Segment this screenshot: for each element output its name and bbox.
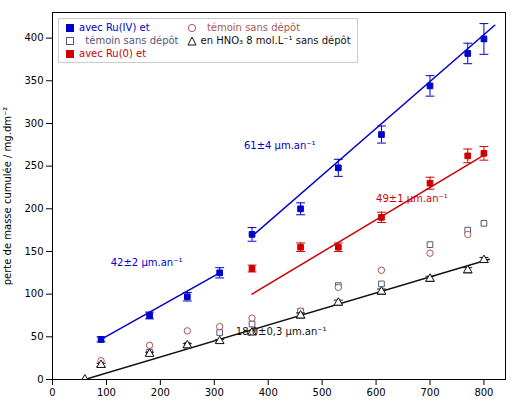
svg-text:18,0±0,3 μm.an⁻¹: 18,0±0,3 μm.an⁻¹	[236, 326, 327, 337]
svg-text:49±1 μm.an⁻¹: 49±1 μm.an⁻¹	[376, 193, 448, 204]
svg-text:0: 0	[49, 387, 55, 398]
svg-text:100: 100	[24, 288, 43, 299]
svg-text:perte de masse cumulée / mg.dm: perte de masse cumulée / mg.dm⁻²	[2, 107, 13, 286]
svg-text:0: 0	[37, 374, 43, 385]
svg-text:50: 50	[31, 331, 44, 342]
svg-text:100: 100	[97, 387, 116, 398]
svg-text:800: 800	[474, 387, 493, 398]
svg-text:42±2 μm.an⁻¹: 42±2 μm.an⁻¹	[111, 257, 183, 268]
svg-text:200: 200	[151, 387, 170, 398]
svg-text:500: 500	[313, 387, 332, 398]
svg-text:61±4 μm.an⁻¹: 61±4 μm.an⁻¹	[244, 140, 316, 151]
svg-text:350: 350	[24, 75, 43, 86]
svg-text:700: 700	[420, 387, 439, 398]
svg-text:300: 300	[205, 387, 224, 398]
html-text:témoin sans dépôt: témoin sans dépôt	[79, 35, 179, 46]
html-text:témoin sans dépôt: témoin sans dépôt	[200, 22, 301, 33]
svg-text:300: 300	[24, 118, 43, 129]
svg-text:250: 250	[24, 160, 43, 171]
svg-text:150: 150	[24, 246, 43, 257]
svg-text:200: 200	[24, 203, 43, 214]
svg-text:400: 400	[259, 387, 278, 398]
html-text:avec Ru(0) et: avec Ru(0) et	[79, 48, 147, 59]
svg-text:400: 400	[24, 32, 43, 43]
html-text:en HNO₃ 8 mol.L⁻¹ sans dépôt: en HNO₃ 8 mol.L⁻¹ sans dépôt	[200, 35, 351, 46]
svg-text:600: 600	[367, 387, 386, 398]
html-text:avec Ru(IV) et: avec Ru(IV) et	[79, 22, 150, 33]
